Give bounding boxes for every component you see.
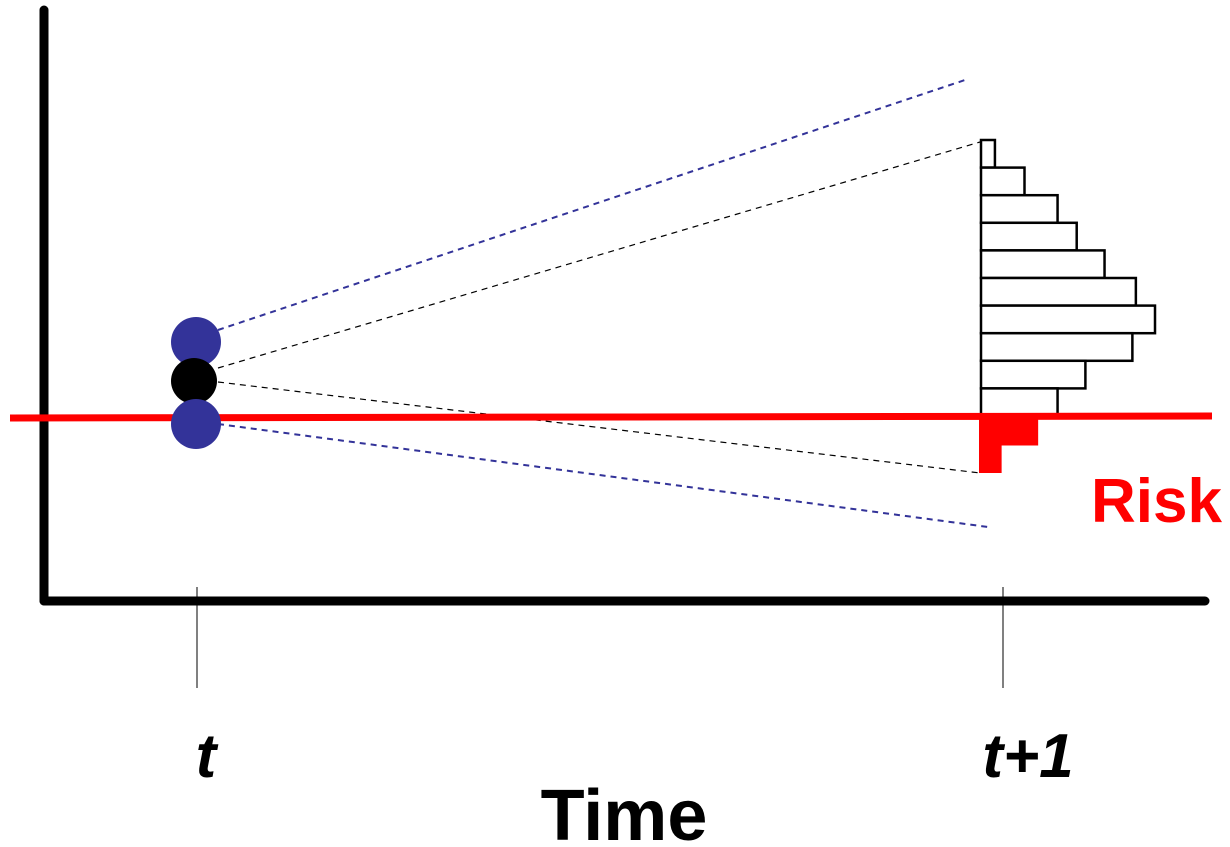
histogram-bin — [979, 221, 1078, 252]
histogram-bin — [979, 249, 1106, 280]
histogram-bin — [979, 331, 1134, 363]
risk-tail-bin — [979, 445, 1002, 473]
projection-upper-outer — [217, 78, 969, 331]
histogram-bin — [979, 304, 1157, 335]
scenario-point-upper — [171, 317, 221, 367]
histogram-bin — [979, 276, 1138, 307]
histogram-bin — [979, 387, 1059, 418]
risk-tail-bin — [979, 418, 1039, 446]
tick-label-t: t — [196, 722, 219, 791]
current-value-point — [171, 358, 217, 404]
scenario-point-lower — [171, 399, 221, 449]
histogram-bin — [979, 166, 1026, 197]
projection-lower-inner — [217, 381, 981, 474]
histogram-bin — [979, 138, 997, 169]
histogram-bin — [979, 193, 1059, 225]
projection-lower-outer — [217, 423, 989, 528]
outcome-histogram — [979, 138, 1157, 473]
x-axis-title: Time — [541, 776, 708, 847]
risk-label: Risk — [1091, 467, 1222, 536]
tick-label-t-plus-1: t+1 — [982, 722, 1073, 791]
projection-upper-inner — [217, 141, 981, 369]
histogram-bin — [979, 359, 1087, 390]
